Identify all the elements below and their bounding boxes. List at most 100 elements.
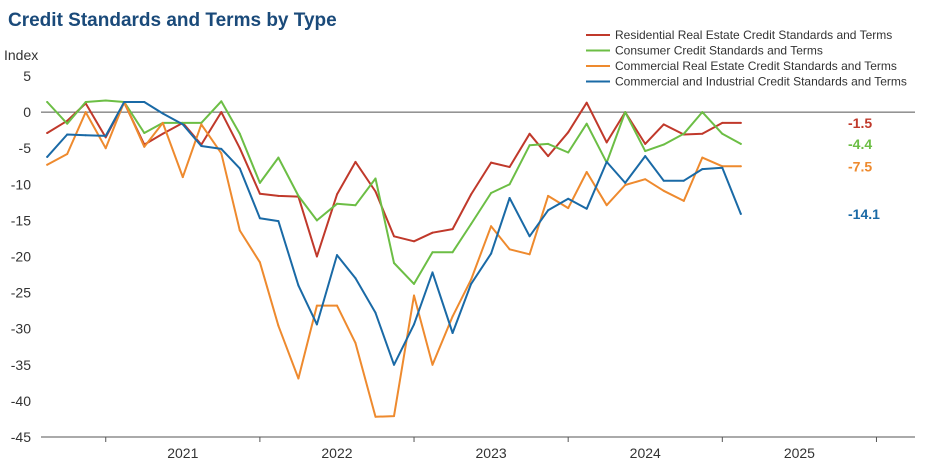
- data-point: [721, 121, 724, 124]
- data-point: [682, 132, 685, 135]
- data-point: [508, 197, 511, 199]
- data-point: [739, 165, 742, 168]
- data-point: [682, 199, 685, 202]
- data-point: [374, 177, 377, 180]
- data-point: [605, 160, 608, 163]
- data-point: [220, 100, 223, 103]
- data-point: [315, 219, 318, 222]
- data-point: [431, 231, 434, 234]
- data-point: [585, 122, 588, 125]
- chart-title: Credit Standards and Terms by Type: [8, 10, 337, 31]
- data-point: [585, 171, 588, 173]
- data-point: [624, 184, 627, 186]
- data-point: [104, 99, 107, 102]
- y-tick-label: -30: [11, 321, 31, 337]
- legend-label: Residential Real Estate Credit Standards…: [615, 28, 892, 42]
- data-point: [161, 121, 164, 124]
- data-point: [624, 181, 627, 184]
- data-point: [181, 123, 184, 126]
- data-point: [567, 207, 570, 210]
- data-point: [238, 132, 241, 135]
- x-tick-label: 2023: [476, 445, 507, 461]
- data-point: [315, 255, 318, 258]
- x-tick-label: 2025: [784, 445, 815, 461]
- data-point: [721, 166, 724, 169]
- series-line-0: [46, 101, 742, 258]
- data-point: [547, 155, 550, 158]
- data-point: [567, 197, 570, 200]
- data-point: [258, 181, 261, 184]
- data-point: [490, 252, 493, 255]
- data-point: [644, 150, 647, 153]
- data-point: [547, 209, 550, 212]
- data-point: [413, 282, 415, 285]
- data-point: [451, 251, 454, 254]
- data-point: [585, 207, 588, 210]
- legend-label: Consumer Credit Standards and Terms: [615, 44, 823, 58]
- data-point: [739, 142, 742, 145]
- data-point: [393, 363, 395, 366]
- y-tick-label: 5: [23, 68, 31, 84]
- data-point: [238, 147, 241, 150]
- y-tick-label: -10: [11, 176, 31, 192]
- data-point: [701, 156, 704, 159]
- data-point: [161, 132, 164, 135]
- data-point: [277, 324, 280, 327]
- data-point: [84, 134, 87, 137]
- data-point: [354, 277, 357, 280]
- end-labels: -1.5 -4.4 -7.5 -14.1: [848, 115, 880, 222]
- data-point: [315, 323, 318, 326]
- data-point: [354, 342, 357, 345]
- data-point: [413, 323, 415, 326]
- data-point: [297, 194, 300, 197]
- end-label-3: -14.1: [848, 206, 880, 222]
- data-point: [220, 111, 223, 114]
- data-point: [258, 217, 261, 220]
- y-tick-label: 0: [23, 104, 31, 120]
- data-point: [547, 194, 550, 197]
- data-point: [161, 112, 164, 115]
- data-point: [547, 142, 550, 145]
- data-point: [354, 204, 357, 207]
- data-point: [585, 101, 588, 104]
- data-point: [374, 311, 377, 314]
- data-point: [508, 183, 511, 186]
- data-point: [451, 228, 454, 231]
- data-point: [431, 271, 434, 274]
- data-point: [336, 254, 338, 257]
- data-point: [258, 192, 261, 195]
- data-point: [297, 284, 300, 287]
- data-point: [336, 193, 338, 196]
- x-tick-label: 2024: [630, 445, 661, 461]
- data-point: [490, 161, 493, 164]
- y-tick-label: -45: [11, 429, 31, 445]
- data-point: [66, 119, 69, 122]
- data-point: [528, 132, 531, 135]
- data-point: [470, 193, 473, 196]
- data-point: [508, 166, 511, 168]
- data-point: [66, 122, 69, 125]
- y-tick-label: -35: [11, 357, 31, 373]
- data-point: [528, 253, 531, 256]
- data-point: [66, 153, 69, 155]
- y-tick-label: -20: [11, 249, 31, 265]
- data-point: [528, 144, 531, 147]
- data-point: [701, 132, 704, 135]
- end-label-1: -4.4: [848, 136, 872, 152]
- y-tick-label: -5: [19, 140, 32, 156]
- data-point: [470, 278, 473, 281]
- data-point: [46, 132, 49, 134]
- x-axis: 2021 2022 2023 2024 2025: [41, 111, 915, 461]
- data-point: [200, 145, 203, 147]
- data-point: [624, 111, 627, 114]
- data-point: [277, 156, 280, 159]
- data-point: [644, 178, 647, 181]
- end-label-0: -1.5: [848, 115, 872, 131]
- data-point: [336, 304, 338, 307]
- y-tick-label: -15: [11, 212, 31, 228]
- data-point: [413, 294, 415, 297]
- series-line-1: [46, 99, 742, 285]
- data-point: [84, 111, 87, 114]
- data-point: [490, 192, 493, 194]
